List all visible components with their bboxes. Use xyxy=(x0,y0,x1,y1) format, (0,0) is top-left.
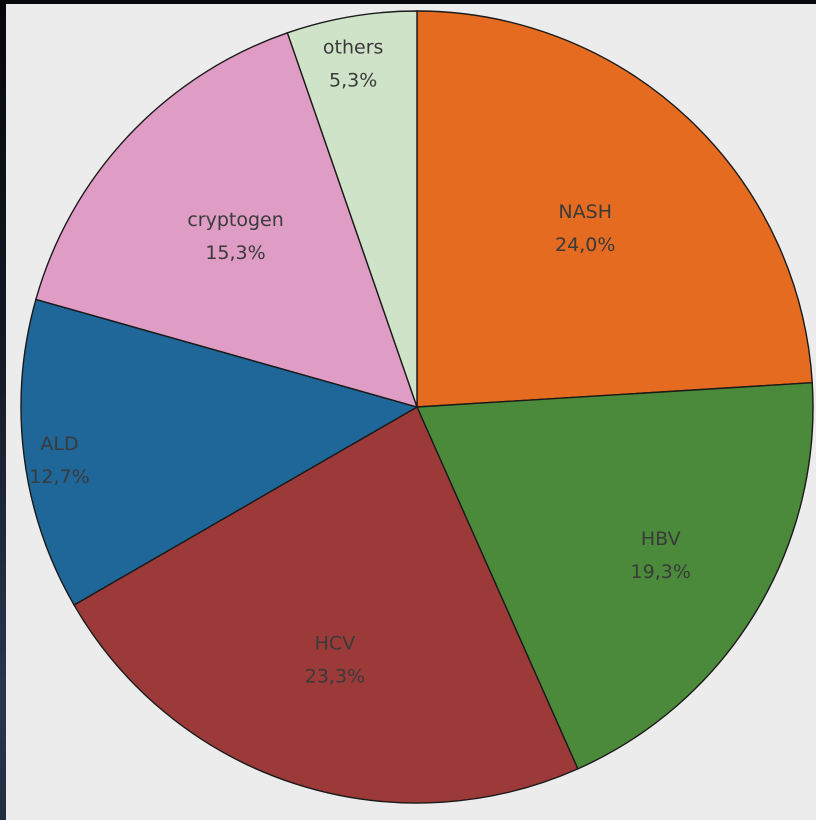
slice-percent-ald: 12,7% xyxy=(29,466,89,488)
slice-percent-hcv: 23,3% xyxy=(305,665,365,687)
slice-percent-others: 5,3% xyxy=(329,69,377,91)
slice-percent-cryptogen: 15,3% xyxy=(205,242,265,264)
pie-slice-hcv xyxy=(73,406,579,804)
pie-slice-ald xyxy=(20,298,419,606)
slice-percent-hbv: 19,3% xyxy=(631,561,691,583)
slice-percent-nash: 24,0% xyxy=(555,234,615,256)
slice-label-nash: NASH xyxy=(558,201,612,223)
slice-label-others: others xyxy=(323,36,384,58)
pie-slice-nash xyxy=(416,10,813,408)
slice-label-hcv: HCV xyxy=(315,632,356,654)
slice-label-cryptogen: cryptogen xyxy=(187,209,283,231)
pie-slice-others xyxy=(286,10,418,408)
pie-slice-cryptogen xyxy=(35,31,419,409)
pie-slice-hbv xyxy=(415,381,814,770)
slice-label-ald: ALD xyxy=(40,433,78,455)
slice-label-hbv: HBV xyxy=(641,528,681,550)
